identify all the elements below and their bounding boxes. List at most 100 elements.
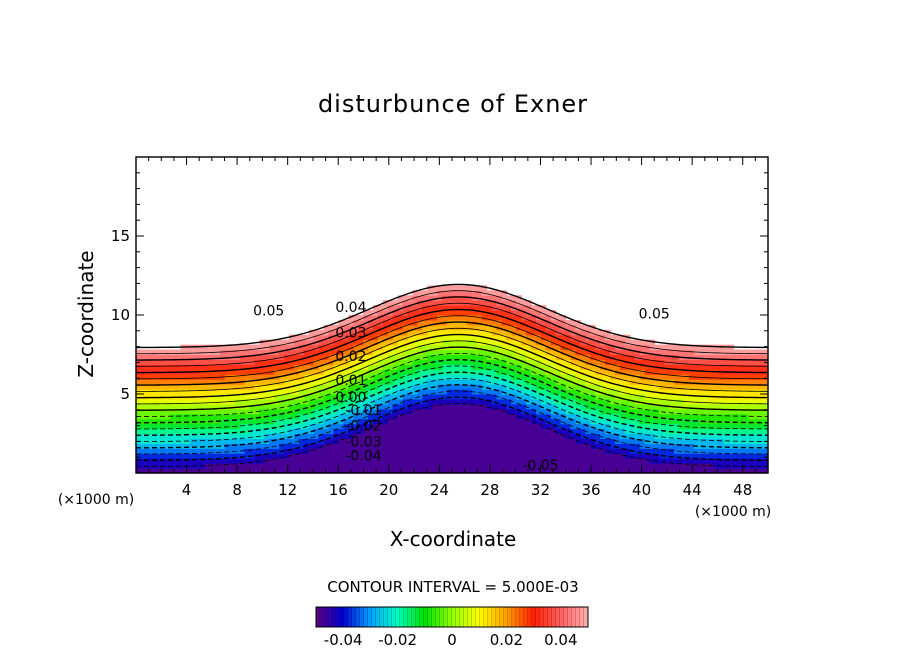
contour-cell xyxy=(575,408,581,415)
contour-cell xyxy=(689,359,695,365)
contour-cell xyxy=(718,349,725,356)
contour-cell xyxy=(590,423,596,430)
contour-cell xyxy=(753,398,759,405)
contour-cell xyxy=(219,364,226,370)
contour-cell xyxy=(279,443,285,449)
contour-cell xyxy=(452,468,458,474)
contour-cell xyxy=(259,433,265,440)
contour-cell xyxy=(555,453,562,459)
contour-cell xyxy=(723,443,730,449)
contour-cell xyxy=(442,324,448,331)
contour-cell xyxy=(531,443,537,449)
contour-cell xyxy=(634,354,641,361)
contour-cell xyxy=(323,413,330,420)
contour-cell xyxy=(358,315,364,321)
contour-cell xyxy=(422,324,428,331)
contour-cell xyxy=(545,329,552,336)
contour-cell xyxy=(407,423,414,430)
contour-cell xyxy=(387,324,394,331)
contour-cell xyxy=(708,364,715,370)
contour-cell xyxy=(723,398,730,405)
contour-cell xyxy=(456,349,463,356)
contour-cell xyxy=(456,448,463,454)
contour-cell xyxy=(619,344,626,351)
contour-cell xyxy=(491,319,498,326)
contour-cell xyxy=(595,413,601,420)
contour-cell xyxy=(318,468,325,474)
contour-cell xyxy=(600,369,606,375)
contour-cell xyxy=(200,349,206,356)
contour-cell xyxy=(323,418,330,425)
contour-cell xyxy=(639,389,646,395)
contour-cell xyxy=(491,428,498,435)
contour-cell xyxy=(689,428,695,435)
contour-cell xyxy=(412,408,419,415)
contour-cell xyxy=(210,374,216,380)
contour-cell xyxy=(481,413,488,420)
contour-cell xyxy=(481,453,488,459)
contour-cell xyxy=(224,364,231,370)
contour-cell xyxy=(303,349,310,356)
contour-cell xyxy=(422,305,428,311)
contour-cell xyxy=(659,443,665,449)
contour-cell xyxy=(210,384,216,390)
contour-cell xyxy=(521,433,527,440)
contour-cell xyxy=(555,413,562,420)
contour-cell xyxy=(659,398,665,405)
contour-cell xyxy=(377,329,384,336)
contour-cell xyxy=(629,369,636,375)
contour-cell xyxy=(639,468,646,474)
contour-cell xyxy=(407,334,414,341)
contour-cell xyxy=(140,364,147,370)
contour-cell xyxy=(575,403,581,410)
contour-cell xyxy=(333,349,340,356)
contour-cell xyxy=(496,379,502,385)
contour-cell xyxy=(570,344,577,351)
contour-cell xyxy=(155,428,162,435)
contour-cell xyxy=(353,315,359,321)
contour-cell xyxy=(402,359,409,365)
contour-cell xyxy=(753,384,759,390)
contour-cell xyxy=(368,453,374,459)
contour-cell xyxy=(634,389,641,395)
contour-cell xyxy=(333,453,340,459)
contour-cell xyxy=(387,398,394,405)
contour-cell xyxy=(239,344,246,351)
contour-cell xyxy=(526,448,532,454)
contour-cell xyxy=(358,349,364,356)
contour-cell xyxy=(234,369,241,375)
contour-cell xyxy=(289,438,295,444)
contour-cell xyxy=(619,468,626,474)
contour-cell xyxy=(649,384,656,390)
contour-cell xyxy=(368,339,374,346)
contour-cell xyxy=(610,359,616,365)
contour-cell xyxy=(382,433,389,440)
contour-cell xyxy=(175,364,182,370)
contour-cell xyxy=(486,315,493,321)
contour-cell xyxy=(264,423,270,430)
contour-cell xyxy=(190,354,196,361)
contour-cell xyxy=(447,408,453,415)
contour-cell xyxy=(210,463,216,469)
contour-cell xyxy=(328,339,335,346)
contour-cell xyxy=(205,379,211,385)
contour-cell xyxy=(447,394,453,400)
contour-cell xyxy=(531,315,537,321)
contour-cell xyxy=(170,359,177,365)
contour-cell xyxy=(377,443,384,449)
contour-cell xyxy=(200,398,206,405)
contour-cell xyxy=(748,354,754,361)
contour-cell xyxy=(219,344,226,351)
contour-cell xyxy=(555,319,562,326)
contour-cell xyxy=(279,394,285,400)
contour-cell xyxy=(511,403,517,410)
contour-cell xyxy=(308,349,315,356)
y-tick-label: 5 xyxy=(120,385,130,403)
contour-cell xyxy=(377,403,384,410)
contour-cell xyxy=(481,443,488,449)
contour-cell xyxy=(748,453,754,459)
contour-cell xyxy=(461,403,468,410)
contour-cell xyxy=(432,458,438,464)
contour-cell xyxy=(249,354,256,361)
contour-cell xyxy=(363,374,369,380)
